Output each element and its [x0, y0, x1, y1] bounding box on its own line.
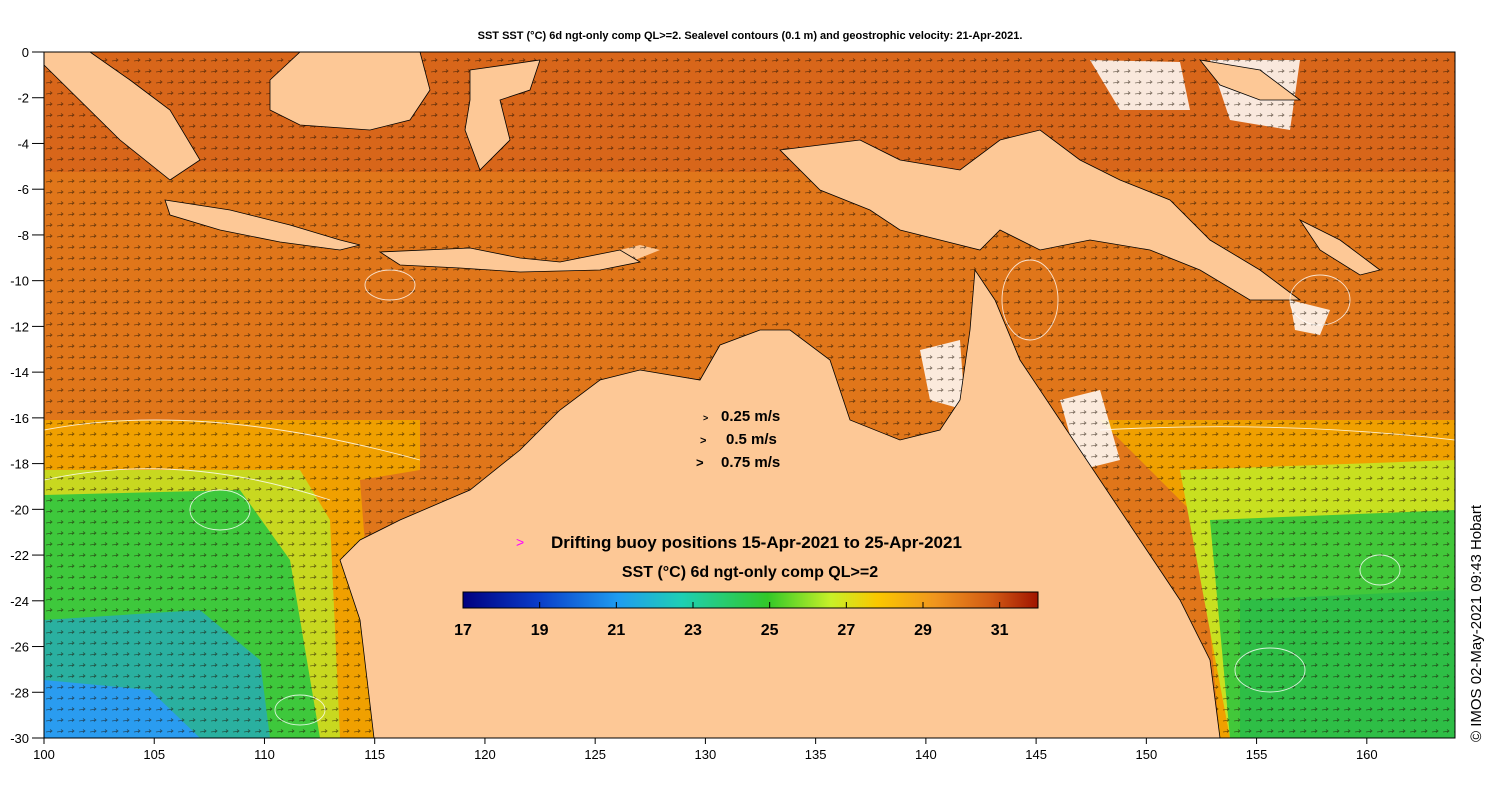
- sst-colorbar: SST (°C) 6d ngt-only comp QL>=2 17 19 21 23…: [454, 564, 1039, 639]
- velocity-legend-label-0: 0.25 m/s: [721, 408, 780, 425]
- x-axis-ticks: 100 105 110 115 120 125 130 135 140 145 150 155 160: [33, 738, 1378, 762]
- y-tick-label: -18: [10, 457, 29, 472]
- velocity-legend-symbol-0: >: [703, 413, 708, 423]
- y-tick-label: -26: [10, 640, 29, 655]
- x-tick-label: 105: [143, 747, 165, 762]
- colorbar-ticks: 17 19 21 23 25 27 29 31: [454, 602, 1009, 639]
- velocity-legend-symbol-2: >: [696, 455, 704, 470]
- buoy-legend-label: Drifting buoy positions 15-Apr-2021 to 2…: [551, 533, 962, 552]
- y-tick-label: -16: [10, 411, 29, 426]
- colorbar-gradient: [462, 591, 1039, 609]
- map-frame: [43, 51, 1456, 739]
- y-axis-ticks: 0 -2 -4 -6 -8 -10 -12 -14 -16 -18 -20 -22 -24 -26 -28 -…: [10, 45, 44, 746]
- colorbar-title: SST (°C) 6d ngt-only comp QL>=2: [622, 564, 878, 581]
- colorbar-tick-label: 25: [761, 622, 779, 639]
- y-tick-label: -12: [10, 319, 29, 334]
- y-tick-label: 0: [22, 45, 29, 60]
- y-tick-label: -24: [10, 594, 29, 609]
- colorbar-tick-label: 17: [454, 622, 472, 639]
- x-tick-label: 120: [474, 747, 496, 762]
- colorbar-tick-label: 21: [607, 622, 625, 639]
- x-tick-label: 125: [584, 747, 606, 762]
- y-tick-label: -6: [17, 182, 29, 197]
- y-tick-label: -8: [17, 228, 29, 243]
- y-tick-label: -10: [10, 274, 29, 289]
- y-tick-label: -30: [10, 731, 29, 746]
- velocity-legend-label-1: 0.5 m/s: [726, 431, 777, 448]
- y-tick-label: -20: [10, 502, 29, 517]
- x-tick-label: 135: [805, 747, 827, 762]
- y-tick-label: -2: [17, 91, 29, 106]
- colorbar-tick-label: 31: [991, 622, 1009, 639]
- x-tick-label: 140: [915, 747, 937, 762]
- x-tick-label: 150: [1135, 747, 1157, 762]
- colorbar-tick-label: 27: [837, 622, 855, 639]
- buoy-legend-symbol: >: [516, 534, 524, 550]
- x-tick-label: 155: [1246, 747, 1268, 762]
- y-tick-label: -28: [10, 685, 29, 700]
- velocity-legend-symbol-1: >: [700, 435, 706, 447]
- x-tick-label: 110: [254, 747, 275, 762]
- y-tick-label: -22: [10, 548, 29, 563]
- x-tick-label: 145: [1025, 747, 1047, 762]
- imos-credit: © IMOS 02-May-2021 09:43 Hobart: [1468, 505, 1485, 742]
- y-tick-label: -4: [17, 136, 29, 151]
- buoy-legend: > Drifting buoy positions 15-Apr-2021 to…: [516, 533, 962, 552]
- colorbar-tick-label: 23: [684, 622, 702, 639]
- sealevel-contours: [44, 259, 1455, 726]
- velocity-legend-label-2: 0.75 m/s: [721, 454, 780, 471]
- x-tick-label: 100: [33, 747, 55, 762]
- x-tick-label: 160: [1356, 747, 1378, 762]
- colorbar-tick-label: 29: [914, 622, 932, 639]
- x-tick-label: 130: [695, 747, 717, 762]
- x-tick-label: 115: [364, 747, 385, 762]
- map-title: SST SST (°C) 6d ngt-only comp QL>=2. Sea…: [477, 30, 1023, 42]
- y-tick-label: -14: [10, 365, 29, 380]
- velocity-legend: > 0.25 m/s > 0.5 m/s > 0.75 m/s: [696, 408, 780, 471]
- colorbar-tick-label: 19: [531, 622, 549, 639]
